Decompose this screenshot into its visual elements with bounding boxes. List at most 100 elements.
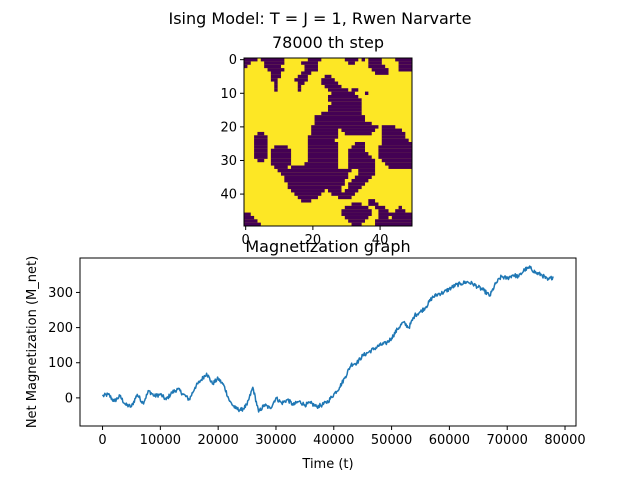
heatmap-cell-run: [307, 152, 339, 156]
heatmap-subplot: 78000 th step 0 20 40 0 10 20 30 40: [220, 33, 413, 248]
magnetization-series-line: [101, 265, 554, 413]
heatmap-cell-run: [307, 148, 339, 153]
heatmap-cell-run: [284, 178, 345, 183]
heatmap-cell-run: [311, 131, 339, 136]
heatmap-cell-run: [348, 219, 366, 223]
heatmap-cell-run: [297, 81, 305, 85]
line-y-tick-label: 200: [48, 321, 73, 336]
heatmap-cell-run: [348, 158, 376, 163]
heatmap-cell-run: [348, 182, 366, 186]
heatmap-cell-run: [371, 68, 389, 72]
heatmap-cell-run: [307, 142, 339, 146]
heatmap-cell-run: [328, 98, 362, 102]
heatmap-cell-run: [385, 162, 413, 166]
heatmap-cell-run: [321, 111, 362, 116]
heatmap-cell-run: [381, 135, 406, 139]
heatmap-cell-run: [307, 145, 339, 149]
heatmap-cell-run: [294, 78, 308, 82]
heatmap-cell-run: [264, 64, 282, 69]
heatmap-cell-run: [348, 155, 372, 159]
line-x-axis-label: Time (t): [301, 457, 353, 472]
heatmap-y-tick-label: 10: [220, 87, 237, 102]
line-y-tick-label: 100: [48, 356, 73, 371]
figure-suptitle: Ising Model: T = J = 1, Rwen Narvarte: [169, 9, 472, 28]
heatmap-cell-run: [368, 58, 382, 62]
heatmap-cell-run: [270, 158, 292, 163]
heatmap-cell-run: [311, 125, 379, 129]
heatmap-cell-run: [388, 165, 413, 169]
heatmap-x-axis: 0 20 40: [242, 226, 388, 248]
heatmap-cell-run: [381, 142, 413, 146]
heatmap-cell-run: [270, 155, 292, 159]
heatmap-cell-run: [280, 172, 349, 176]
heatmap-cell-run: [314, 121, 372, 126]
heatmap-cell-run: [254, 138, 268, 143]
heatmap-cell-run: [378, 212, 413, 216]
heatmap-cell-run: [244, 58, 258, 62]
heatmap-cell-run: [274, 84, 278, 89]
heatmap-cell-run: [375, 71, 389, 75]
heatmap-cell-run: [391, 215, 413, 220]
heatmap-cell-run: [284, 175, 349, 180]
heatmap-cell-run: [395, 209, 406, 213]
heatmap-cell-run: [398, 205, 402, 210]
heatmap-cell-run: [307, 135, 339, 139]
heatmap-cell-run: [270, 148, 292, 153]
heatmap-cell-run: [257, 158, 265, 163]
heatmap-cell-run: [348, 162, 376, 166]
heatmap-cell-run: [351, 88, 359, 92]
heatmap-cell-run: [267, 68, 285, 72]
heatmap-cell-run: [307, 138, 335, 143]
heatmap-x-tick-label: 0: [242, 233, 250, 248]
heatmap-cell-run: [270, 71, 282, 75]
heatmap-cell-run: [398, 68, 413, 72]
heatmap-cell-run: [307, 58, 322, 62]
heatmap-cell-run: [304, 68, 318, 72]
heatmap-cell-run: [301, 71, 312, 75]
heatmap-cell-run: [244, 61, 251, 65]
heatmap-y-tick-label: 40: [220, 188, 237, 203]
line-plot-title: Magnetization graph: [245, 237, 410, 256]
heatmap-cell-run: [297, 195, 318, 200]
heatmap-cell-run: [368, 199, 376, 203]
line-x-tick-label: 70000: [487, 433, 528, 448]
heatmap-cell-run: [331, 91, 355, 96]
line-x-tick-label: 30000: [255, 433, 296, 448]
heatmap-cell-run: [311, 128, 339, 132]
heatmap-cell-run: [368, 61, 382, 65]
heatmap-cell-run: [348, 185, 362, 190]
heatmap-cell-run: [244, 212, 251, 216]
heatmap-y-axis: 0 10 20 30 40: [220, 53, 244, 203]
heatmap-cell-run: [375, 222, 413, 227]
heatmap-cell-run: [351, 222, 362, 227]
line-x-tick-label: 60000: [429, 433, 470, 448]
heatmap-cell-run: [254, 145, 268, 149]
heatmap-cell-run: [324, 74, 332, 79]
heatmap-cell-run: [368, 202, 379, 206]
heatmap-cell-run: [348, 61, 355, 65]
line-x-tick-label: 0: [98, 433, 106, 448]
heatmap-cell-run: [270, 162, 292, 166]
heatmap-title: 78000 th step: [272, 33, 384, 52]
heatmap-cell-run: [328, 88, 349, 92]
line-y-axis: 0 100 200 300: [48, 286, 80, 406]
line-x-tick-label: 20000: [197, 433, 238, 448]
heatmap-cell-run: [344, 205, 369, 210]
heatmap-cell-run: [254, 148, 268, 153]
heatmap-cell-run: [381, 128, 402, 132]
heatmap-cell-run: [324, 84, 342, 89]
heatmap-cell-run: [304, 162, 339, 166]
heatmap-cell-run: [348, 148, 366, 153]
heatmap-cell-run: [301, 61, 318, 65]
heatmap-cell-run: [381, 158, 413, 163]
heatmap-cell-run: [344, 215, 369, 220]
heatmap-cell-run: [307, 158, 339, 163]
heatmap-cell-run: [351, 202, 362, 206]
heatmap-cell-run: [244, 222, 261, 227]
heatmap-cell-run: [291, 189, 325, 193]
heatmap-cell-run: [244, 64, 248, 69]
heatmap-cell-run: [381, 125, 396, 129]
line-y-axis-label: Net Magnetization (M_net): [25, 256, 40, 428]
heatmap-cell-run: [254, 155, 268, 159]
line-x-tick-label: 10000: [140, 433, 181, 448]
